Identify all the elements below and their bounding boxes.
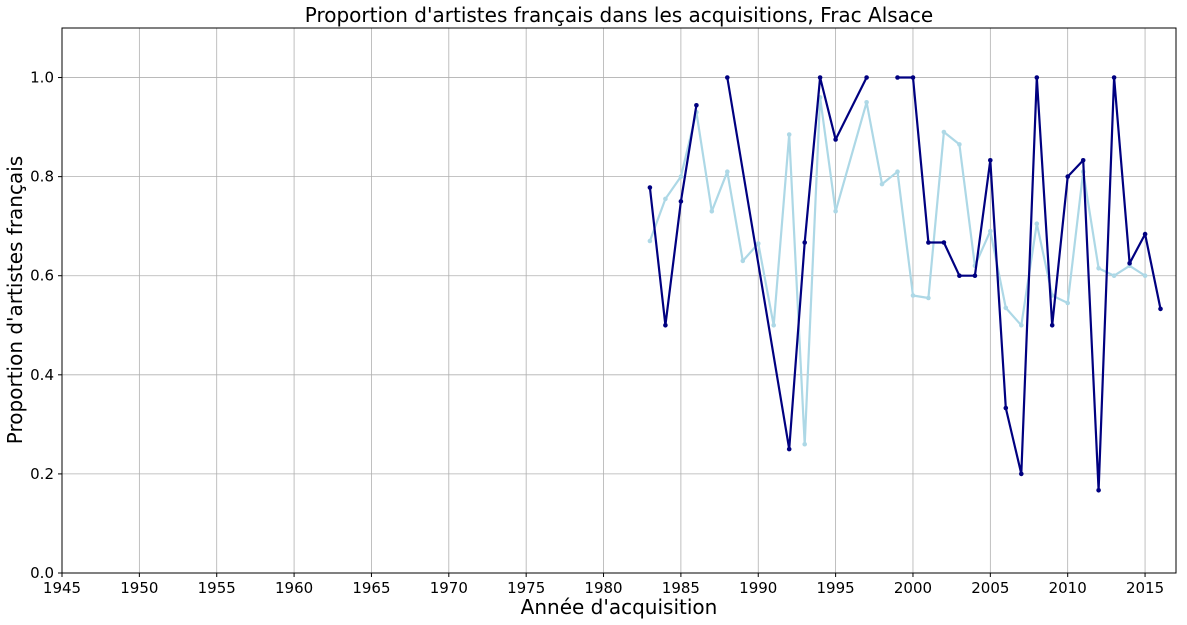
series-line [897,76,1162,492]
data-point [678,199,684,204]
data-point [1019,323,1024,328]
data-point [941,240,947,245]
data-point [1019,471,1024,477]
data-point [926,295,931,301]
data-point [1003,405,1009,411]
data-point [864,100,869,105]
x-tick-label: 2010 [1049,579,1087,597]
data-point [1034,221,1040,226]
data-point [1096,488,1101,493]
data-point [663,323,668,328]
x-tick-label: 1955 [198,579,236,597]
data-point [786,132,792,137]
x-axis: 1945 1950 1955 1960 1965 1970 1975 1980 1985 1990… [43,573,1164,597]
x-tick-label: 2000 [894,579,932,597]
data-point [988,228,993,234]
data-point [771,323,776,328]
data-point [1065,300,1070,306]
series-line [726,76,868,451]
x-tick-label: 1990 [739,579,777,597]
grid [61,28,1176,574]
y-axis: 0.0 0.2 0.4 0.6 0.8 1.0 [30,69,62,582]
x-tick-label: 1945 [43,579,81,597]
data-point [988,158,993,163]
plot-frame [61,27,1177,574]
y-tick-label: 0.2 [30,465,54,483]
x-tick-label: 1965 [352,579,390,597]
data-point [972,273,978,279]
data-point [895,75,900,80]
data-point [1142,231,1148,237]
data-point [1003,305,1009,311]
data-point [725,75,730,80]
data-point [926,240,931,245]
data-point [833,137,838,142]
data-point [647,238,653,244]
x-tick-label: 1995 [817,579,855,597]
y-tick-label: 0.8 [30,168,54,186]
x-tick-label: 1960 [275,579,313,597]
data-point [802,441,807,447]
series-1 [647,95,1148,447]
series-2 [647,75,1163,493]
data-point [1096,266,1101,271]
data-point [1065,174,1070,179]
y-tick-label: 0.6 [30,267,54,285]
data-point [694,103,699,108]
x-tick-label: 1980 [584,579,622,597]
data-point [740,258,746,264]
data-point [864,75,869,80]
y-tick-label: 0.4 [30,366,54,384]
y-tick-label: 0.0 [30,564,54,582]
data-point [663,196,668,202]
data-point [817,75,823,80]
series-line [648,96,1146,446]
data-point [895,169,900,174]
data-point [1127,261,1132,266]
data-point [910,75,916,80]
series-layer [647,75,1163,493]
x-tick-label: 2005 [971,579,1009,597]
data-point [957,142,962,147]
data-point [756,241,761,246]
data-point [910,293,916,298]
x-tick-label: 2015 [1126,579,1164,597]
series-line [648,105,698,327]
y-axis-label: Proportion d'artistes français [3,156,27,444]
data-point [678,174,684,179]
data-point [1111,273,1117,279]
chart-title: Proportion d'artistes français dans les … [305,3,934,27]
data-point [1034,75,1040,80]
x-axis-label: Année d'acquisition [521,595,718,619]
x-tick-label: 1985 [662,579,700,597]
data-point [1158,306,1163,312]
data-point [879,181,885,187]
data-point [647,185,653,190]
data-point [941,129,947,135]
data-point [1111,75,1117,80]
x-tick-label: 1950 [120,579,158,597]
data-point [957,273,962,279]
x-tick-label: 1970 [430,579,468,597]
data-point [833,209,838,214]
data-point [1142,273,1148,279]
y-tick-label: 1.0 [30,69,54,87]
data-point [802,240,807,245]
data-point [1049,323,1055,328]
data-point [786,446,792,452]
data-point [1080,158,1086,163]
data-point [709,209,715,214]
x-tick-label: 1975 [507,579,545,597]
data-point [725,169,730,174]
